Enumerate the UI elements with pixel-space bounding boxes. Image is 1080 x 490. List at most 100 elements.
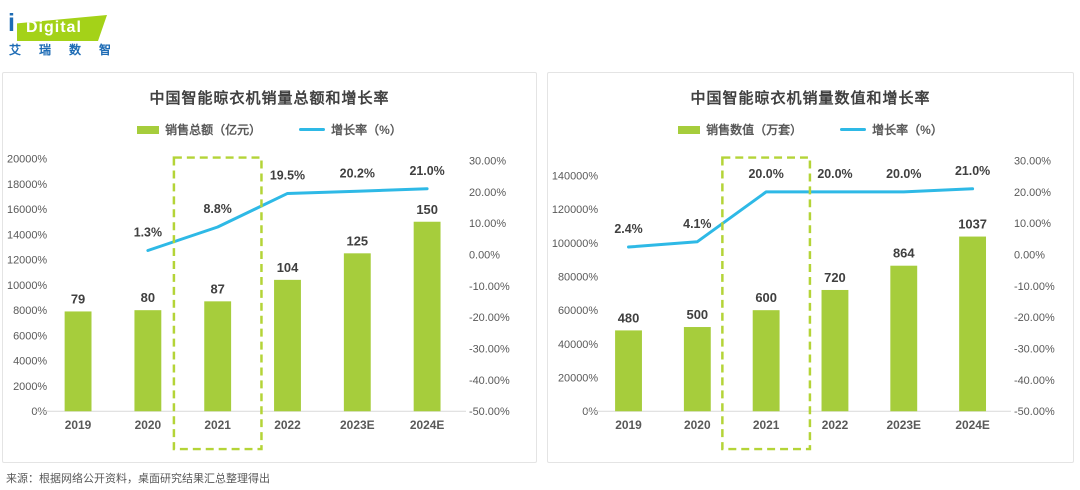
left-axis-tick-label: 2000% [13,381,47,393]
bar-2021 [752,310,780,412]
right-axis-tick-label: 0.00% [1014,250,1045,262]
highlight-box-2021 [721,156,812,451]
legend-label: 增长率（%） [331,123,402,137]
left-axis-tick-label: 10000% [7,280,47,292]
bar-2024E [413,221,441,412]
x-axis-category-label: 2020 [135,418,162,432]
line-value-label: 21.0% [409,164,444,178]
chart-title-right: 中国智能晾衣机销量数值和增长率 [690,90,931,107]
x-axis-category-label: 2023E [887,418,922,432]
left-axis-tick-label: 40000% [558,339,598,351]
right-axis-tick-label: -20.00% [1014,312,1055,324]
logo-brand-text: Digital [26,19,82,36]
bar-2023E [890,265,918,412]
bar-value-label: 150 [416,202,438,217]
bar-2021 [204,301,232,412]
line-value-label: 20.0% [886,167,921,181]
line-value-label: 19.5% [270,169,305,183]
left-axis-tick-label: 60000% [558,305,598,317]
legend-item-line: 增长率（%） [299,121,402,138]
left-axis-tick-label: 20000% [558,373,598,385]
line-value-label: 4.1% [683,217,711,231]
line-value-label: 20.0% [749,167,784,181]
line-legend-swatch-icon [840,128,867,131]
right-axis-tick-label: -40.00% [469,375,510,387]
left-axis-tick-label: 80000% [558,271,598,283]
bar-value-label: 720 [824,270,846,285]
legend-left: 销售总额（亿元） 增长率（%） [3,121,536,138]
bar-2020 [134,310,162,412]
bar-legend-swatch-icon [137,125,160,134]
left-axis-tick-label: 20000% [7,154,47,166]
x-axis-category-label: 2021 [204,418,231,432]
right-axis-tick-label: 30.00% [469,156,506,168]
x-axis-category-label: 2020 [684,418,711,432]
bar-value-label: 1037 [958,217,987,232]
left-axis-tick-label: 8000% [13,305,47,317]
left-axis-tick-label: 18000% [7,179,47,191]
bar-2022 [274,279,301,412]
bar-legend-swatch-icon [678,125,701,134]
growth-line [146,187,429,252]
logo-subtext-char: 瑞 [38,43,51,57]
legend-label: 销售总额（亿元） [165,123,262,137]
bar-value-label: 600 [755,290,777,305]
legend-item-bar: 销售总额（亿元） [137,121,261,138]
line-value-label: 20.0% [817,167,852,181]
sales-volume-chart-card: 0% 20000% 40000% 60000% 80000% 100000% 120000%… [547,72,1074,463]
x-axis-category-label: 2024E [955,418,990,432]
left-axis-tick-label: 0% [582,406,598,418]
x-axis-category-label: 2019 [65,418,92,432]
right-axis-tick-label: -10.00% [469,281,510,293]
sales-volume-plot: 0% 20000% 40000% 60000% 80000% 100000% 120000%… [552,156,1055,451]
right-axis-tick-label: 0.00% [469,250,500,262]
bar-2023E [343,253,371,412]
right-axis-tick-label: -30.00% [1014,344,1055,356]
logo-i-letter: i [8,9,15,37]
legend-label: 增长率（%） [872,123,943,137]
idigital-logo: Digital i 艾 瑞 数 智 [8,5,118,57]
bar-2020 [683,327,711,412]
left-axis-tick-label: 16000% [7,204,47,216]
sales-amount-chart-card: 0% 2000% 4000% 6000% 8000% 10000% 12000% 14000%… [2,72,537,463]
legend-item-bar: 销售数值（万套） [678,121,802,138]
bar-2024E [959,236,987,412]
bar-value-label: 80 [141,290,155,305]
bar-2022 [821,289,849,412]
line-legend-swatch-icon [299,128,326,131]
bar-2019 [615,330,642,412]
line-value-label: 8.8% [204,202,232,216]
left-axis-tick-label: 6000% [13,330,47,342]
left-axis-tick-label: 12000% [7,255,47,267]
right-axis-tick-label: 10.00% [469,218,506,230]
right-axis-tick-label: -20.00% [469,312,510,324]
right-axis-tick-label: -50.00% [469,406,510,418]
logo-subtext-char: 数 [68,43,81,57]
logo-subtext-char: 艾 [9,43,22,57]
bar-2019 [64,311,92,412]
bar-value-label: 500 [687,307,709,322]
bar-value-label: 125 [347,233,369,248]
line-value-label: 1.3% [134,226,162,240]
bar-value-label: 104 [277,260,299,275]
left-axis-tick-label: 0% [31,406,47,418]
left-axis-tick-label: 120000% [552,204,598,216]
growth-line [627,187,975,249]
x-axis-category-label: 2022 [822,418,849,432]
bar-value-label: 79 [71,291,85,306]
bar-value-label: 87 [210,281,224,296]
x-axis-category-label: 2021 [753,418,780,432]
source-note: 来源：根据网络公开资料，桌面研究结果汇总整理得出 [6,473,270,485]
highlight-box-2021 [172,156,263,451]
bar-value-label: 480 [618,310,640,325]
chart-title-left: 中国智能晾衣机销量总额和增长率 [149,90,390,107]
x-axis-category-label: 2023E [340,418,375,432]
logo-flag-shape: Digital [17,15,107,41]
right-axis-tick-label: -40.00% [1014,375,1055,387]
left-axis-tick-label: 140000% [552,170,598,182]
bar-value-label: 864 [893,246,915,261]
x-axis-category-label: 2022 [274,418,301,432]
right-axis-tick-label: -50.00% [1014,406,1055,418]
legend-item-line: 增长率（%） [840,121,943,138]
